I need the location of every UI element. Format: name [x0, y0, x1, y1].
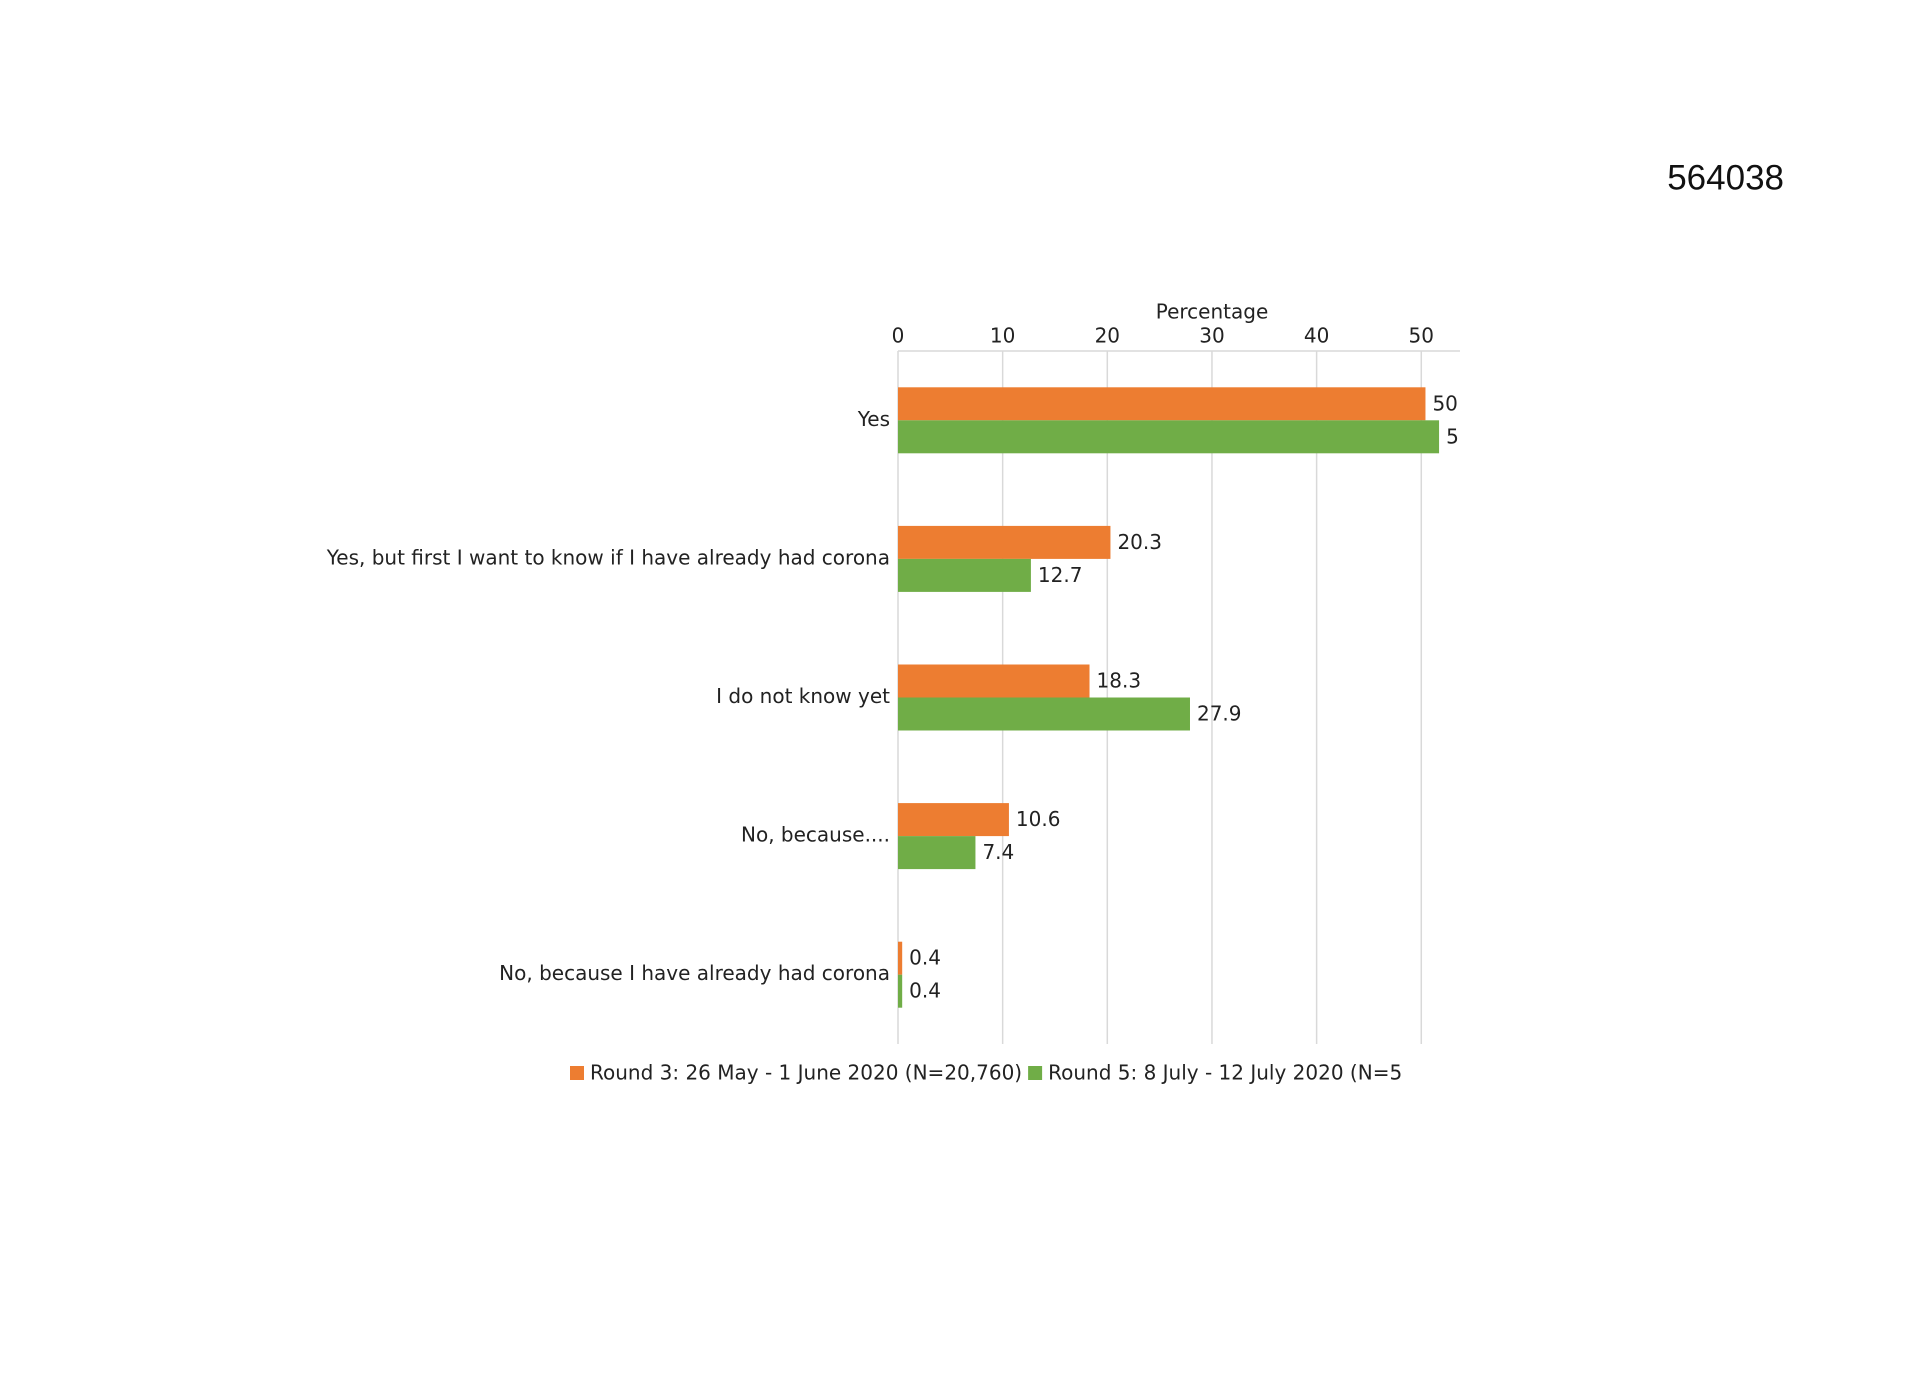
- bar: [898, 525, 1111, 559]
- legend-swatch: [570, 1066, 584, 1080]
- x-tick-label: 10: [990, 324, 1015, 348]
- data-label: 10.6: [1016, 807, 1061, 831]
- bar: [898, 558, 1031, 592]
- bar: [898, 697, 1190, 731]
- bar: [898, 974, 903, 1008]
- x-tick-label: 50: [1409, 324, 1434, 348]
- x-tick-label: 20: [1095, 324, 1120, 348]
- data-label: 7.4: [982, 840, 1014, 864]
- legend-label: Round 5: 8 July - 12 July 2020 (N=5: [1048, 1061, 1402, 1085]
- y-tick-label: Yes, but first I want to know if I have …: [326, 545, 890, 569]
- legend-swatch: [1028, 1066, 1043, 1080]
- bar: [898, 664, 1090, 698]
- bar: [898, 941, 903, 975]
- x-tick-label: 30: [1199, 324, 1224, 348]
- bar: [898, 836, 976, 870]
- data-label: 0.4: [909, 979, 941, 1003]
- data-label: 27.9: [1197, 702, 1242, 726]
- data-label: 20.3: [1117, 530, 1162, 554]
- y-tick-label: No, because I have already had corona: [499, 961, 890, 985]
- data-label: 50.4: [1432, 391, 1477, 415]
- x-axis-title: Percentage: [1156, 300, 1269, 324]
- data-label: 18.3: [1097, 669, 1142, 693]
- y-tick-label: No, because....: [741, 823, 890, 847]
- bar: [898, 803, 1009, 837]
- data-label: 0.4: [909, 946, 941, 970]
- data-label: 12.7: [1038, 563, 1083, 587]
- x-tick-label: 0: [892, 324, 905, 348]
- bar: [898, 420, 1440, 454]
- bar: [898, 387, 1426, 421]
- y-tick-label: Yes: [857, 407, 890, 431]
- legend-label: Round 3: 26 May - 1 June 2020 (N=20,760): [590, 1061, 1022, 1085]
- chart: Percentage 0 10 20 30 40 50 Yes 50.4 51.7 Yes, bu…: [326, 300, 1491, 1085]
- data-label: 51.7: [1446, 424, 1491, 448]
- figure-id: 564038: [1667, 158, 1784, 197]
- x-tick-label: 40: [1304, 324, 1329, 348]
- y-tick-label: I do not know yet: [716, 684, 890, 708]
